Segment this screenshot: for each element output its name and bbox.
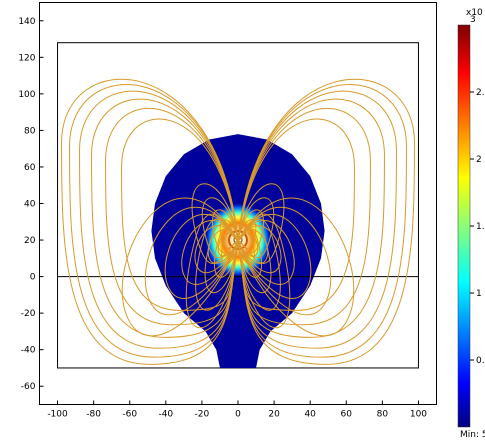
y-tick-label: -20: [21, 309, 36, 319]
streamline: [237, 213, 291, 329]
streamline: [237, 213, 312, 299]
x-tick-label: 100: [410, 410, 427, 420]
streamline: [237, 118, 355, 311]
colorbar: [457, 24, 471, 428]
x-tick-label: 0: [235, 410, 241, 420]
streamline: [237, 197, 355, 337]
streamline: [121, 197, 239, 337]
streamline: [237, 78, 415, 365]
y-tick-label: 140: [18, 17, 35, 27]
streamline: [207, 229, 239, 264]
streamline: [144, 206, 239, 316]
x-tick-label: 20: [268, 410, 280, 420]
streamline: [237, 183, 285, 264]
colorbar-exponent-label: x10: [466, 8, 483, 18]
x-tick-label: 60: [341, 410, 353, 420]
x-tick-label: 80: [377, 410, 389, 420]
streamline: [105, 107, 239, 326]
streamline: [237, 225, 282, 274]
streamline: [237, 84, 407, 358]
streamline: [237, 90, 397, 349]
y-tick-label: -60: [21, 382, 36, 392]
x-tick-label: -40: [158, 410, 173, 420]
colorbar-tick-label: 1: [476, 289, 482, 299]
source-ring: [228, 230, 248, 251]
streamline: [191, 183, 239, 264]
colorbar-tick-label: 2: [476, 155, 482, 165]
x-tick-label: -80: [86, 410, 101, 420]
colorbar-tick-label: 0.5: [476, 356, 485, 366]
colorbar-ticks: 0.5 1 1.5 2 2.5: [470, 88, 485, 366]
streamline: [61, 78, 239, 365]
x-tick-label: -60: [122, 410, 137, 420]
colorbar-tick-label: 2.5: [476, 88, 485, 98]
y-tick-label: 40: [24, 200, 36, 210]
x-tick-label: -20: [195, 410, 210, 420]
streamline: [237, 206, 332, 316]
axis-ticks: -100 -80 -60 -40 -20 0 20 40 60 80 100 -60 -40 -20 0 20…: [18, 17, 427, 420]
y-tick-label: 120: [18, 53, 35, 63]
streamline: [237, 107, 371, 326]
y-tick-label: -40: [21, 346, 36, 356]
colorbar-min-label: Min: 5.: [460, 430, 485, 440]
y-tick-label: 100: [18, 90, 35, 100]
streamline: [164, 213, 239, 299]
streamline: [194, 225, 239, 274]
y-tick-label: 0: [30, 273, 36, 283]
streamline: [69, 84, 239, 358]
colorbar-tick-label: 1.5: [476, 222, 485, 232]
y-tick-label: 20: [24, 236, 36, 246]
streamlines: [61, 78, 415, 365]
y-tick-label: 80: [24, 126, 36, 136]
y-tick-label: 60: [24, 163, 36, 173]
streamline: [121, 118, 239, 311]
colorbar-exponent-value: 3: [470, 15, 476, 25]
streamline: [185, 213, 239, 329]
x-tick-label: -100: [47, 410, 68, 420]
streamline: [237, 229, 269, 264]
streamline: [79, 90, 239, 349]
streamline: [237, 98, 385, 338]
x-tick-label: 40: [304, 410, 316, 420]
streamline: [91, 98, 239, 338]
